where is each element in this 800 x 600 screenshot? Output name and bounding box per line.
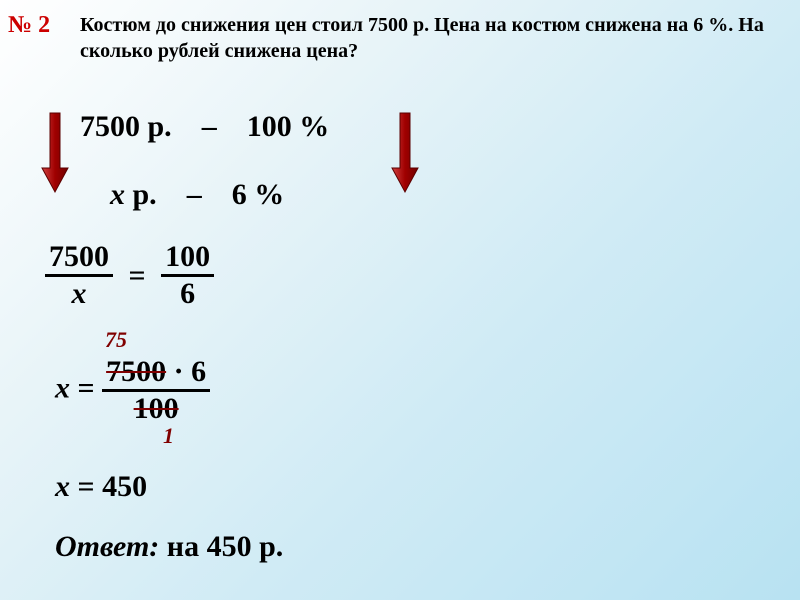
answer-line: Ответ: на 450 р. <box>55 530 283 564</box>
proportion-line-2: х р. – 6 % <box>110 178 284 212</box>
prop-pct-2: 6 % <box>232 178 285 211</box>
prop-sep-1: – <box>179 110 239 143</box>
prop-pct-1: 100 % <box>247 110 330 143</box>
prop-sep-2: – <box>164 178 224 211</box>
proportion-line-1: 7500 р. – 100 % <box>80 110 329 144</box>
fraction-equation: 7500 х = 100 6 <box>45 240 214 311</box>
prop-value-1: 7500 р. <box>80 110 172 143</box>
problem-text: Костюм до снижения цен стоил 7500 р. Цен… <box>80 12 780 64</box>
cancel-value-top: 75 <box>105 327 127 353</box>
calc-var: х <box>55 371 70 404</box>
calc-numerator: 7500 · 6 <box>102 355 210 392</box>
frac-left-top: 7500 <box>45 240 113 277</box>
result-var: х <box>55 470 70 503</box>
calc-denominator: 100 <box>102 392 210 426</box>
prop-unit: р. <box>125 178 157 211</box>
frac-right-bot: 6 <box>161 277 214 311</box>
calculation-section: 75 х = 7500 · 6 100 1 <box>55 355 210 426</box>
arrow-down-left-icon <box>40 110 70 200</box>
frac-left-bot: х <box>45 277 113 311</box>
answer-text: на 450 р. <box>159 530 283 563</box>
frac-right-top: 100 <box>161 240 214 277</box>
result-value: 450 <box>102 470 147 503</box>
equals-sign: = <box>129 259 146 293</box>
fraction-right: 100 6 <box>161 240 214 311</box>
problem-number: № 2 <box>8 12 50 39</box>
answer-label: Ответ: <box>55 530 159 563</box>
cancel-value-bot: 1 <box>163 423 174 449</box>
result-eq: = <box>70 470 102 503</box>
prop-var: х <box>110 178 125 211</box>
arrow-down-right-icon <box>390 110 420 200</box>
calc-eq: = <box>78 371 103 404</box>
fraction-left: 7500 х <box>45 240 113 311</box>
result-line: х = 450 <box>55 470 147 504</box>
calc-fraction: 7500 · 6 100 <box>102 355 210 426</box>
